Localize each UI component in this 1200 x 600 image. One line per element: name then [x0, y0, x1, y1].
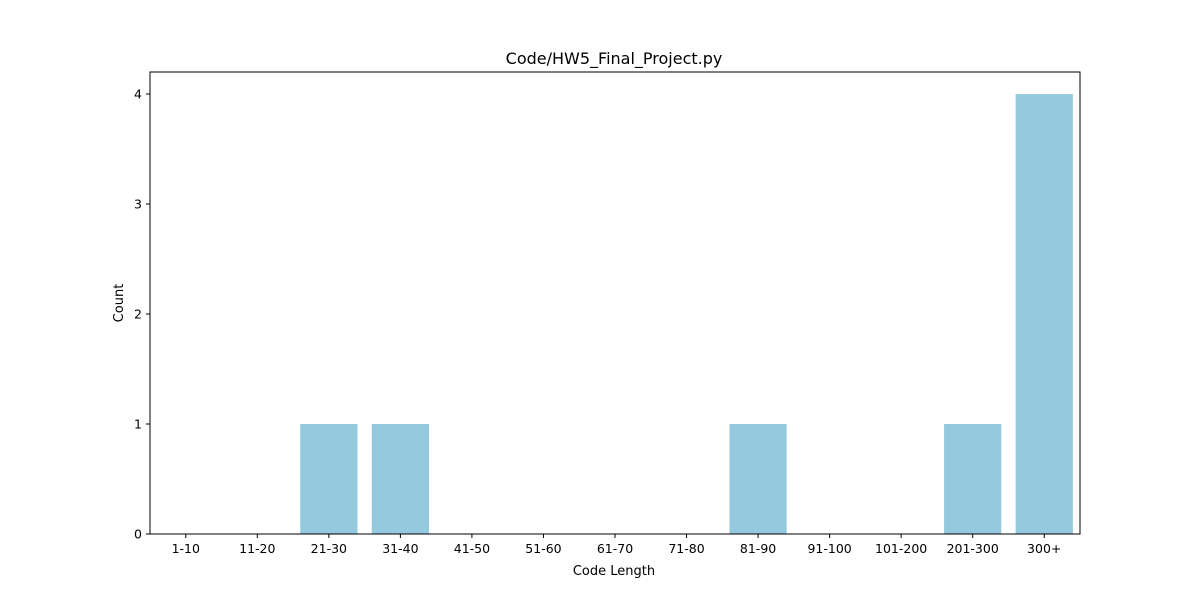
x-tick-label: 51-60	[525, 541, 561, 556]
x-tick-label: 71-80	[668, 541, 704, 556]
x-tick-label: 31-40	[382, 541, 418, 556]
bar-81-90	[729, 424, 787, 534]
bar-21-30	[300, 424, 358, 534]
y-tick-label: 1	[134, 417, 142, 432]
x-tick-label: 91-100	[807, 541, 851, 556]
y-axis-label: Count	[112, 284, 127, 323]
x-tick-label: 61-70	[597, 541, 633, 556]
x-tick-label: 1-10	[172, 541, 200, 556]
x-axis-ticks: 1-10 11-20 21-30 31-40 41-50 51-60 61-70 71-80 8…	[172, 534, 1061, 556]
chart-title: Code/HW5_Final_Project.py	[506, 49, 723, 69]
x-tick-label: 81-90	[740, 541, 776, 556]
x-tick-label: 101-200	[875, 541, 927, 556]
y-axis-ticks: 0 1 2 3 4	[134, 87, 150, 542]
x-tick-label: 41-50	[454, 541, 490, 556]
plot-frame	[149, 71, 1081, 535]
x-tick-label: 201-300	[947, 541, 999, 556]
bar-31-40	[371, 424, 429, 534]
bar-201-300	[944, 424, 1002, 534]
x-axis-label: Code Length	[573, 564, 655, 579]
x-tick-label: 11-20	[239, 541, 275, 556]
y-tick-label: 0	[134, 527, 142, 542]
y-tick-label: 3	[134, 197, 142, 212]
x-tick-label: 21-30	[311, 541, 347, 556]
bars-group	[300, 94, 1073, 534]
y-tick-label: 4	[134, 87, 142, 102]
x-tick-label: 300+	[1027, 541, 1061, 556]
bar-300+	[1015, 94, 1073, 534]
y-tick-label: 2	[134, 307, 142, 322]
